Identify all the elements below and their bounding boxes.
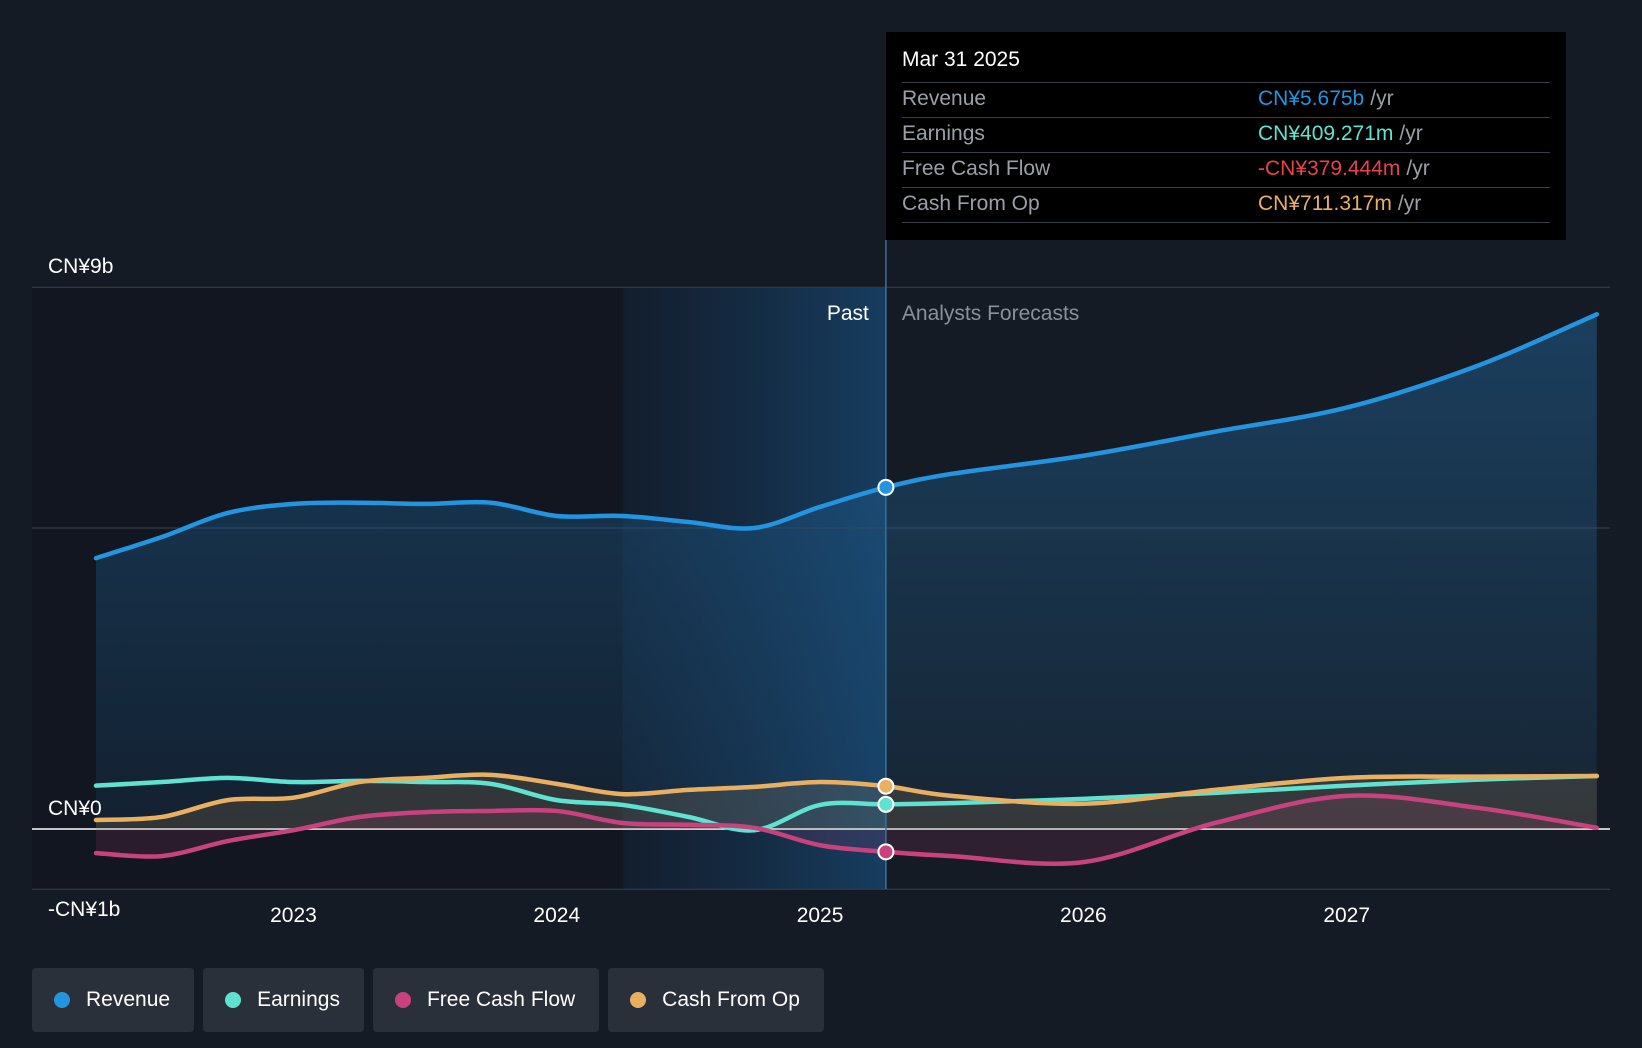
free-cash-flow-marker — [877, 843, 895, 861]
revenue-marker — [877, 478, 895, 496]
tooltip-row-earnings: Earnings CN¥409.271m /yr — [902, 117, 1550, 152]
y-axis-label: -CN¥1b — [48, 898, 120, 921]
tooltip-row-revenue: Revenue CN¥5.675b /yr — [902, 82, 1550, 117]
legend-item-earnings[interactable]: Earnings — [203, 968, 364, 1032]
tooltip: Mar 31 2025 Revenue CN¥5.675b /yr Earnin… — [886, 32, 1566, 240]
earnings-line — [93, 773, 1600, 833]
legend-item-cash-from-op[interactable]: Cash From Op — [608, 968, 824, 1032]
tooltip-label: Cash From Op — [902, 192, 1040, 215]
tooltip-value: CN¥409.271m — [1258, 122, 1394, 145]
x-tick-label: 2025 — [797, 904, 844, 927]
legend-label: Free Cash Flow — [426, 988, 576, 1011]
legend-item-revenue[interactable]: Revenue — [32, 968, 195, 1032]
tooltip-value: CN¥711.317m — [1258, 192, 1392, 215]
legend-label: Cash From Op — [662, 988, 800, 1011]
revenue-line — [93, 312, 1600, 561]
y-axis-label: CN¥0 — [48, 797, 102, 820]
tooltip-label: Revenue — [902, 87, 987, 110]
legend-label: Revenue — [86, 988, 171, 1011]
free-cash-flow-line — [93, 793, 1600, 866]
tooltip-unit: /yr — [1370, 87, 1394, 110]
tooltip-row-cash-from-op: Cash From Op CN¥711.317m /yr — [902, 187, 1550, 223]
tooltip-unit: /yr — [1399, 122, 1423, 145]
legend-dot-icon — [630, 992, 647, 1008]
x-tick-label: 2027 — [1323, 904, 1370, 927]
x-tick-label: 2026 — [1060, 904, 1107, 927]
tooltip-row-free-cash-flow: Free Cash Flow -CN¥379.444m /yr — [902, 152, 1550, 187]
x-tick-label: 2023 — [270, 904, 317, 927]
tooltip-value: CN¥5.675b — [1258, 87, 1365, 110]
legend-dot-icon — [225, 992, 242, 1008]
tooltip-label: Free Cash Flow — [902, 157, 1051, 180]
legend: Revenue Earnings Free Cash Flow Cash Fro… — [32, 968, 824, 1032]
tooltip-unit: /yr — [1397, 192, 1422, 215]
y-axis-label: CN¥9b — [48, 255, 113, 278]
series-markers — [877, 478, 895, 861]
x-tick-label: 2024 — [533, 904, 580, 927]
legend-label: Earnings — [257, 988, 340, 1011]
legend-dot-icon — [394, 992, 411, 1008]
cash-from-op-marker — [877, 777, 895, 795]
cash-from-op-line — [93, 772, 1600, 823]
tooltip-value: -CN¥379.444m — [1258, 157, 1401, 180]
earnings-marker — [877, 795, 895, 813]
tooltip-label: Earnings — [902, 122, 985, 145]
past-label: Past — [827, 302, 869, 325]
forecast-label: Analysts Forecasts — [902, 302, 1079, 325]
legend-dot-icon — [54, 992, 70, 1008]
legend-item-free-cash-flow[interactable]: Free Cash Flow — [372, 968, 600, 1032]
tooltip-date: Mar 31 2025 — [902, 48, 1020, 71]
revenue-area — [96, 314, 1597, 829]
tooltip-unit: /yr — [1406, 157, 1430, 180]
axis-labels: CN¥9b CN¥0 -CN¥1b 2023 2024 2025 2026 2027 — [48, 255, 1370, 927]
series-lines — [93, 312, 1600, 866]
